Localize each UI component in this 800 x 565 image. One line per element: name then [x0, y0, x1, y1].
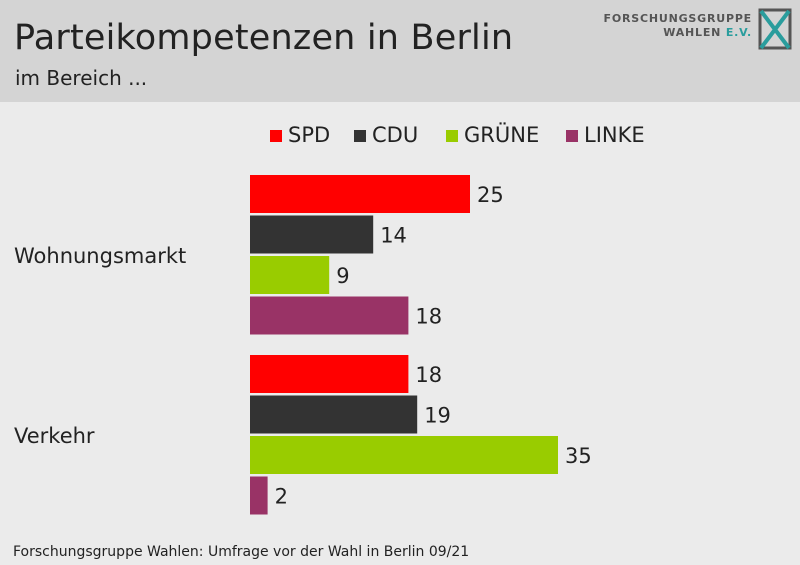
bar	[250, 175, 470, 213]
data-label: 14	[380, 224, 407, 248]
bar	[250, 296, 409, 335]
logo-line-2: WAHLEN E.V.	[604, 26, 753, 40]
bar	[250, 476, 268, 515]
chart-subtitle: im Bereich ...	[15, 66, 148, 90]
category-label: Verkehr	[14, 424, 95, 448]
chart-title: Parteikompetenzen in Berlin	[14, 18, 514, 58]
data-label: 2	[275, 485, 288, 509]
bar-chart: SPD CDU GRÜNE LINKE Wohnungsmarkt 25 14 9 18 Verk…	[14, 122, 645, 515]
logo-ev: E.V.	[725, 26, 752, 39]
legend-label: SPD	[288, 123, 330, 147]
data-label: 19	[424, 404, 451, 428]
bar	[250, 436, 558, 474]
data-label: 18	[415, 305, 442, 329]
legend-label: GRÜNE	[464, 122, 539, 147]
legend-swatch	[446, 130, 458, 142]
category-label: Wohnungsmarkt	[14, 244, 186, 268]
header-band: Parteikompetenzen in Berlin im Bereich .…	[0, 0, 800, 102]
bar	[250, 256, 330, 294]
legend-swatch	[354, 130, 366, 142]
bar	[250, 215, 374, 254]
data-label: 25	[477, 183, 504, 207]
legend-label: CDU	[372, 123, 418, 147]
ballot-logo-icon	[758, 8, 792, 50]
data-label: 35	[565, 444, 592, 468]
logo-text: FORSCHUNGSGRUPPE WAHLEN E.V.	[604, 12, 753, 40]
logo-wahlen: WAHLEN	[663, 26, 722, 39]
legend-label: LINKE	[584, 123, 645, 147]
bar	[250, 395, 418, 434]
data-label: 9	[336, 264, 349, 288]
bar	[250, 355, 409, 393]
data-label: 18	[415, 363, 442, 387]
legend-swatch	[270, 130, 282, 142]
legend-swatch	[566, 130, 578, 142]
logo-line-1: FORSCHUNGSGRUPPE	[603, 12, 752, 25]
source-note: Forschungsgruppe Wahlen: Umfrage vor der…	[13, 544, 470, 560]
